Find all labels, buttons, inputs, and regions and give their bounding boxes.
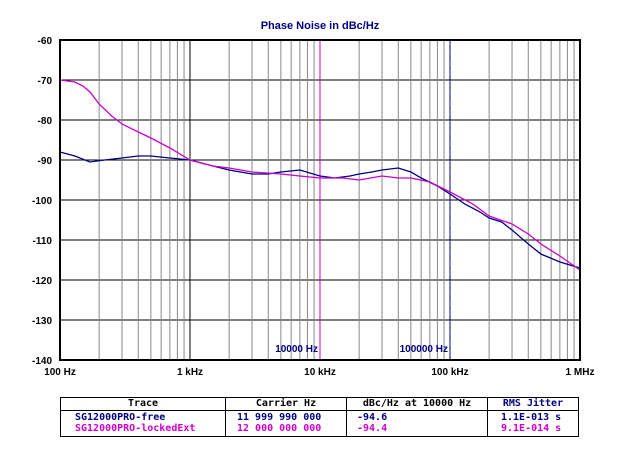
row-2-dbc: -94.4 (357, 423, 388, 434)
phase-noise-chart: Phase Noise in dBc/Hz 10000 Hz 100000 Hz … (32, 20, 594, 378)
row-2-carrier: 12 000 000 000 (237, 423, 322, 434)
row-2-trace: SG12000PRO-lockedExt (75, 423, 196, 434)
header-dbc: dBc/Hz at 10000 Hz (362, 398, 472, 409)
y-tick-label: -70 (38, 76, 53, 87)
y-tick-label: -140 (32, 356, 52, 367)
y-tick-label: -100 (32, 196, 52, 207)
chart-title: Phase Noise in dBc/Hz (261, 20, 380, 32)
x-tick-label: 1 kHz (177, 367, 203, 378)
x-tick-label: 100 kHz (431, 367, 468, 378)
y-tick-label: -80 (38, 116, 53, 127)
series-line-1 (59, 151, 581, 269)
trace-table: Trace Carrier Hz dBc/Hz at 10000 Hz RMS … (60, 397, 579, 437)
y-tick-label: -130 (32, 316, 52, 327)
row-1-dbc: -94.6 (357, 412, 388, 423)
y-tick-label: -90 (38, 156, 53, 167)
y-axis-ticks: -60 -70 -80 -90 -100 -110 -120 -130 -140 (32, 36, 52, 367)
series-lines (59, 79, 581, 271)
y-tick-label: -60 (38, 36, 53, 47)
x-tick-label: 1 MHz (566, 367, 595, 378)
y-tick-label: -120 (32, 276, 52, 287)
y-tick-label: -110 (33, 236, 53, 247)
x-tick-label: 100 Hz (44, 367, 76, 378)
marker-label: 10000 Hz (275, 344, 318, 355)
marker-label: 100000 Hz (400, 344, 448, 355)
row-1-trace: SG12000PRO-free (75, 412, 166, 423)
series-line-2 (59, 79, 581, 271)
header-jitter: RMS Jitter (502, 398, 564, 409)
x-tick-label: 10 kHz (304, 367, 336, 378)
row-1-jitter: 1.1E-013 s (501, 412, 562, 423)
row-1-carrier: 11 999 990 000 (237, 412, 322, 423)
x-axis-ticks: 100 Hz 1 kHz 10 kHz 100 kHz 1 MHz (44, 367, 594, 378)
header-trace: Trace (127, 398, 159, 409)
row-2-jitter: 9.1E-014 s (501, 423, 562, 434)
plot-frame (59, 39, 581, 361)
frequency-markers: 10000 Hz 100000 Hz (275, 40, 451, 360)
header-carrier: Carrier Hz (255, 398, 317, 409)
chart-grid (59, 39, 580, 361)
